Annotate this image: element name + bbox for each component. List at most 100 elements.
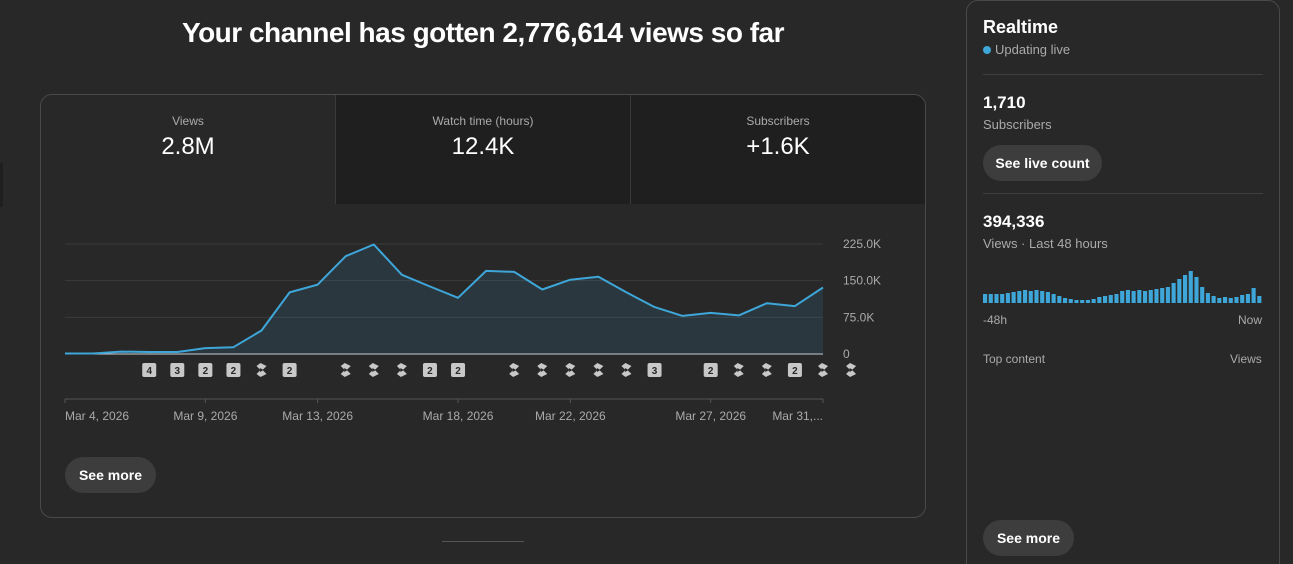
realtime-bar (1245, 294, 1250, 303)
marker-badge (703, 363, 718, 377)
realtime-bar (1165, 287, 1170, 303)
x-tick-label: Mar 22, 2026 (535, 409, 606, 423)
divider (983, 193, 1263, 194)
realtime-bar (1074, 300, 1079, 303)
shorts-icon (846, 363, 857, 377)
upload-count-marker: 2 (703, 363, 718, 377)
realtime-bar (1177, 279, 1182, 303)
realtime-bar (1234, 297, 1239, 303)
tab-subscribers[interactable]: Subscribers +1.6K (630, 95, 925, 204)
realtime-bar (1228, 298, 1233, 303)
tab-label: Subscribers (746, 114, 810, 128)
realtime-bar (994, 294, 999, 303)
marker-badge (170, 363, 185, 377)
shorts-icon-play (765, 368, 769, 372)
realtime-bar (1011, 292, 1016, 303)
upload-count-marker: 2 (422, 363, 437, 377)
x-tick-label: Mar 31,... (772, 409, 823, 423)
shorts-icon (368, 363, 379, 377)
shorts-icon (256, 363, 267, 377)
realtime-bar (1183, 275, 1188, 303)
metrics-card: Views 2.8M Watch time (hours) 12.4K Subs… (40, 94, 926, 518)
realtime-bar-chart[interactable] (983, 263, 1263, 305)
shorts-icon (565, 363, 576, 377)
marker-count: 2 (792, 366, 798, 377)
marker-badge (282, 363, 297, 377)
x-tick-label: Mar 18, 2026 (423, 409, 494, 423)
realtime-bar (1194, 277, 1199, 303)
live-status-label: Updating live (995, 42, 1071, 57)
realtime-bar (1085, 300, 1090, 303)
realtime-bar (1040, 291, 1045, 303)
upload-count-marker: 3 (170, 363, 185, 377)
marker-badge (142, 363, 157, 377)
realtime-bar (1131, 291, 1136, 303)
realtime-bar (1057, 296, 1062, 303)
realtime-bar (1188, 271, 1193, 303)
realtime-bar (1120, 291, 1125, 303)
y-tick-label: 0 (843, 347, 850, 361)
realtime-bar (1068, 299, 1073, 303)
shorts-icon-play (849, 368, 854, 372)
upload-count-marker: 2 (787, 363, 802, 377)
shorts-icon (761, 363, 772, 377)
axis-start-label: -48h (983, 313, 1008, 327)
upload-count-marker: 3 (647, 363, 662, 377)
shorts-icon-play (821, 368, 825, 372)
shorts-icon (509, 363, 520, 377)
marker-count: 2 (427, 366, 433, 377)
page-headline: Your channel has gotten 2,776,614 views … (181, 17, 785, 48)
marker-count: 2 (287, 366, 293, 377)
realtime-bar (1108, 295, 1113, 303)
shorts-icon (621, 363, 632, 377)
realtime-bar (1125, 290, 1130, 303)
shorts-icon-play (737, 368, 741, 372)
views-line (65, 243, 824, 355)
see-more-button[interactable]: See more (65, 457, 156, 493)
realtime-bar (1034, 290, 1039, 303)
x-tick-label: Mar 27, 2026 (675, 409, 746, 423)
marker-badge (422, 363, 437, 377)
shorts-icon-play (540, 368, 545, 372)
realtime-bar (988, 294, 993, 303)
realtime-bar (1160, 288, 1165, 303)
realtime-bar (1103, 296, 1108, 303)
realtime-bar (1097, 297, 1102, 303)
realtime-bar (983, 294, 988, 303)
realtime-bar (1154, 289, 1159, 303)
y-tick-label: 150.0K (843, 274, 881, 288)
realtime-bar (1251, 288, 1256, 303)
realtime-bar (1143, 291, 1148, 303)
views-chart[interactable]: 225.0K 150.0K 75.0K 0 4 3 2 2 2 2 2 3 2 2 Mar 4, 2026 M… (41, 204, 925, 454)
tab-views[interactable]: Views 2.8M (41, 95, 335, 204)
marker-count: 4 (146, 366, 152, 377)
area-fill (65, 244, 823, 354)
realtime-title: Realtime (983, 17, 1059, 37)
tab-label: Views (172, 114, 204, 128)
tab-watch-time[interactable]: Watch time (hours) 12.4K (335, 95, 630, 204)
realtime-bar (1023, 290, 1028, 303)
live-status: Updating live (983, 42, 1070, 57)
realtime-card: Realtime Updating live 1,710 Subscribers… (966, 0, 1280, 564)
realtime-bar (1217, 298, 1222, 303)
marker-badge (198, 363, 213, 377)
upload-count-marker: 2 (282, 363, 297, 377)
marker-count: 2 (231, 366, 237, 377)
scroll-indicator (442, 541, 524, 542)
see-live-count-button[interactable]: See live count (983, 145, 1102, 181)
top-content-label: Top content (983, 352, 1046, 366)
tab-value: 12.4K (451, 133, 515, 160)
x-tick-label: Mar 4, 2026 (65, 409, 129, 423)
realtime-bar (1080, 300, 1085, 303)
shorts-icon-play (344, 368, 348, 372)
shorts-icon-play (624, 368, 629, 372)
realtime-views-label: Views · Last 48 hours (983, 236, 1108, 251)
marker-count: 3 (175, 366, 181, 377)
realtime-bar (1148, 290, 1153, 303)
realtime-bar (1211, 296, 1216, 303)
realtime-see-more-button[interactable]: See more (983, 520, 1074, 556)
subscriber-count: 1,710 (983, 93, 1026, 112)
sidebar-edge (0, 163, 3, 207)
upload-count-marker: 2 (451, 363, 466, 377)
